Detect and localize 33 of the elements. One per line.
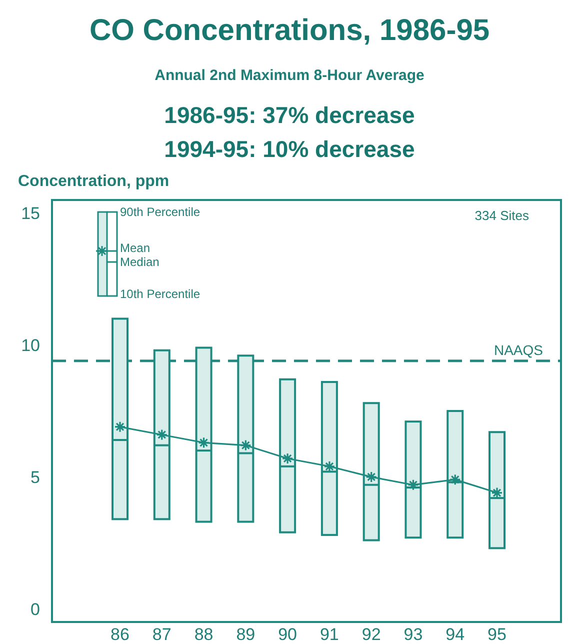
x-tick-label: 89 <box>236 625 256 644</box>
point <box>366 471 378 483</box>
y-tick-label: 10 <box>21 336 40 356</box>
chart-subtitle: Annual 2nd Maximum 8-Hour Average <box>154 67 424 84</box>
point <box>240 439 252 452</box>
text: 1994-95: 10% decrease <box>164 136 415 162</box>
annotation: Mean <box>120 241 150 255</box>
x-tick-label: 93 <box>404 625 423 644</box>
y-tick-label: 15 <box>21 204 40 224</box>
y-axis-title: Concentration, ppm <box>18 173 170 190</box>
point <box>491 486 503 499</box>
annotation: 10th Percentile <box>120 287 200 301</box>
y-tick-label: 5 <box>30 468 40 487</box>
x-tick-label: 86 <box>110 625 130 644</box>
annotation: Median <box>120 255 160 269</box>
ref-line-label: NAAQS <box>494 342 543 358</box>
text: 1986-95: 37% decrease <box>164 102 415 128</box>
annotation: 334 Sites <box>474 208 530 223</box>
chart-title: CO Concentrations, 1986-95 <box>89 14 490 47</box>
y-tick-label: 0 <box>30 600 40 619</box>
point <box>156 428 168 441</box>
x-tick-label: 90 <box>278 625 298 644</box>
x-tick-label: 87 <box>152 625 172 644</box>
point <box>198 436 210 448</box>
x-tick-label: 91 <box>320 625 339 644</box>
point <box>282 452 294 464</box>
annotation: 90th Percentile <box>120 205 200 219</box>
x-tick-label: 92 <box>362 625 381 644</box>
point <box>114 421 126 433</box>
x-tick-label: 88 <box>194 625 214 644</box>
x-tick-label: 95 <box>488 625 506 644</box>
x-tick-label: 94 <box>446 625 465 644</box>
point <box>324 460 336 472</box>
